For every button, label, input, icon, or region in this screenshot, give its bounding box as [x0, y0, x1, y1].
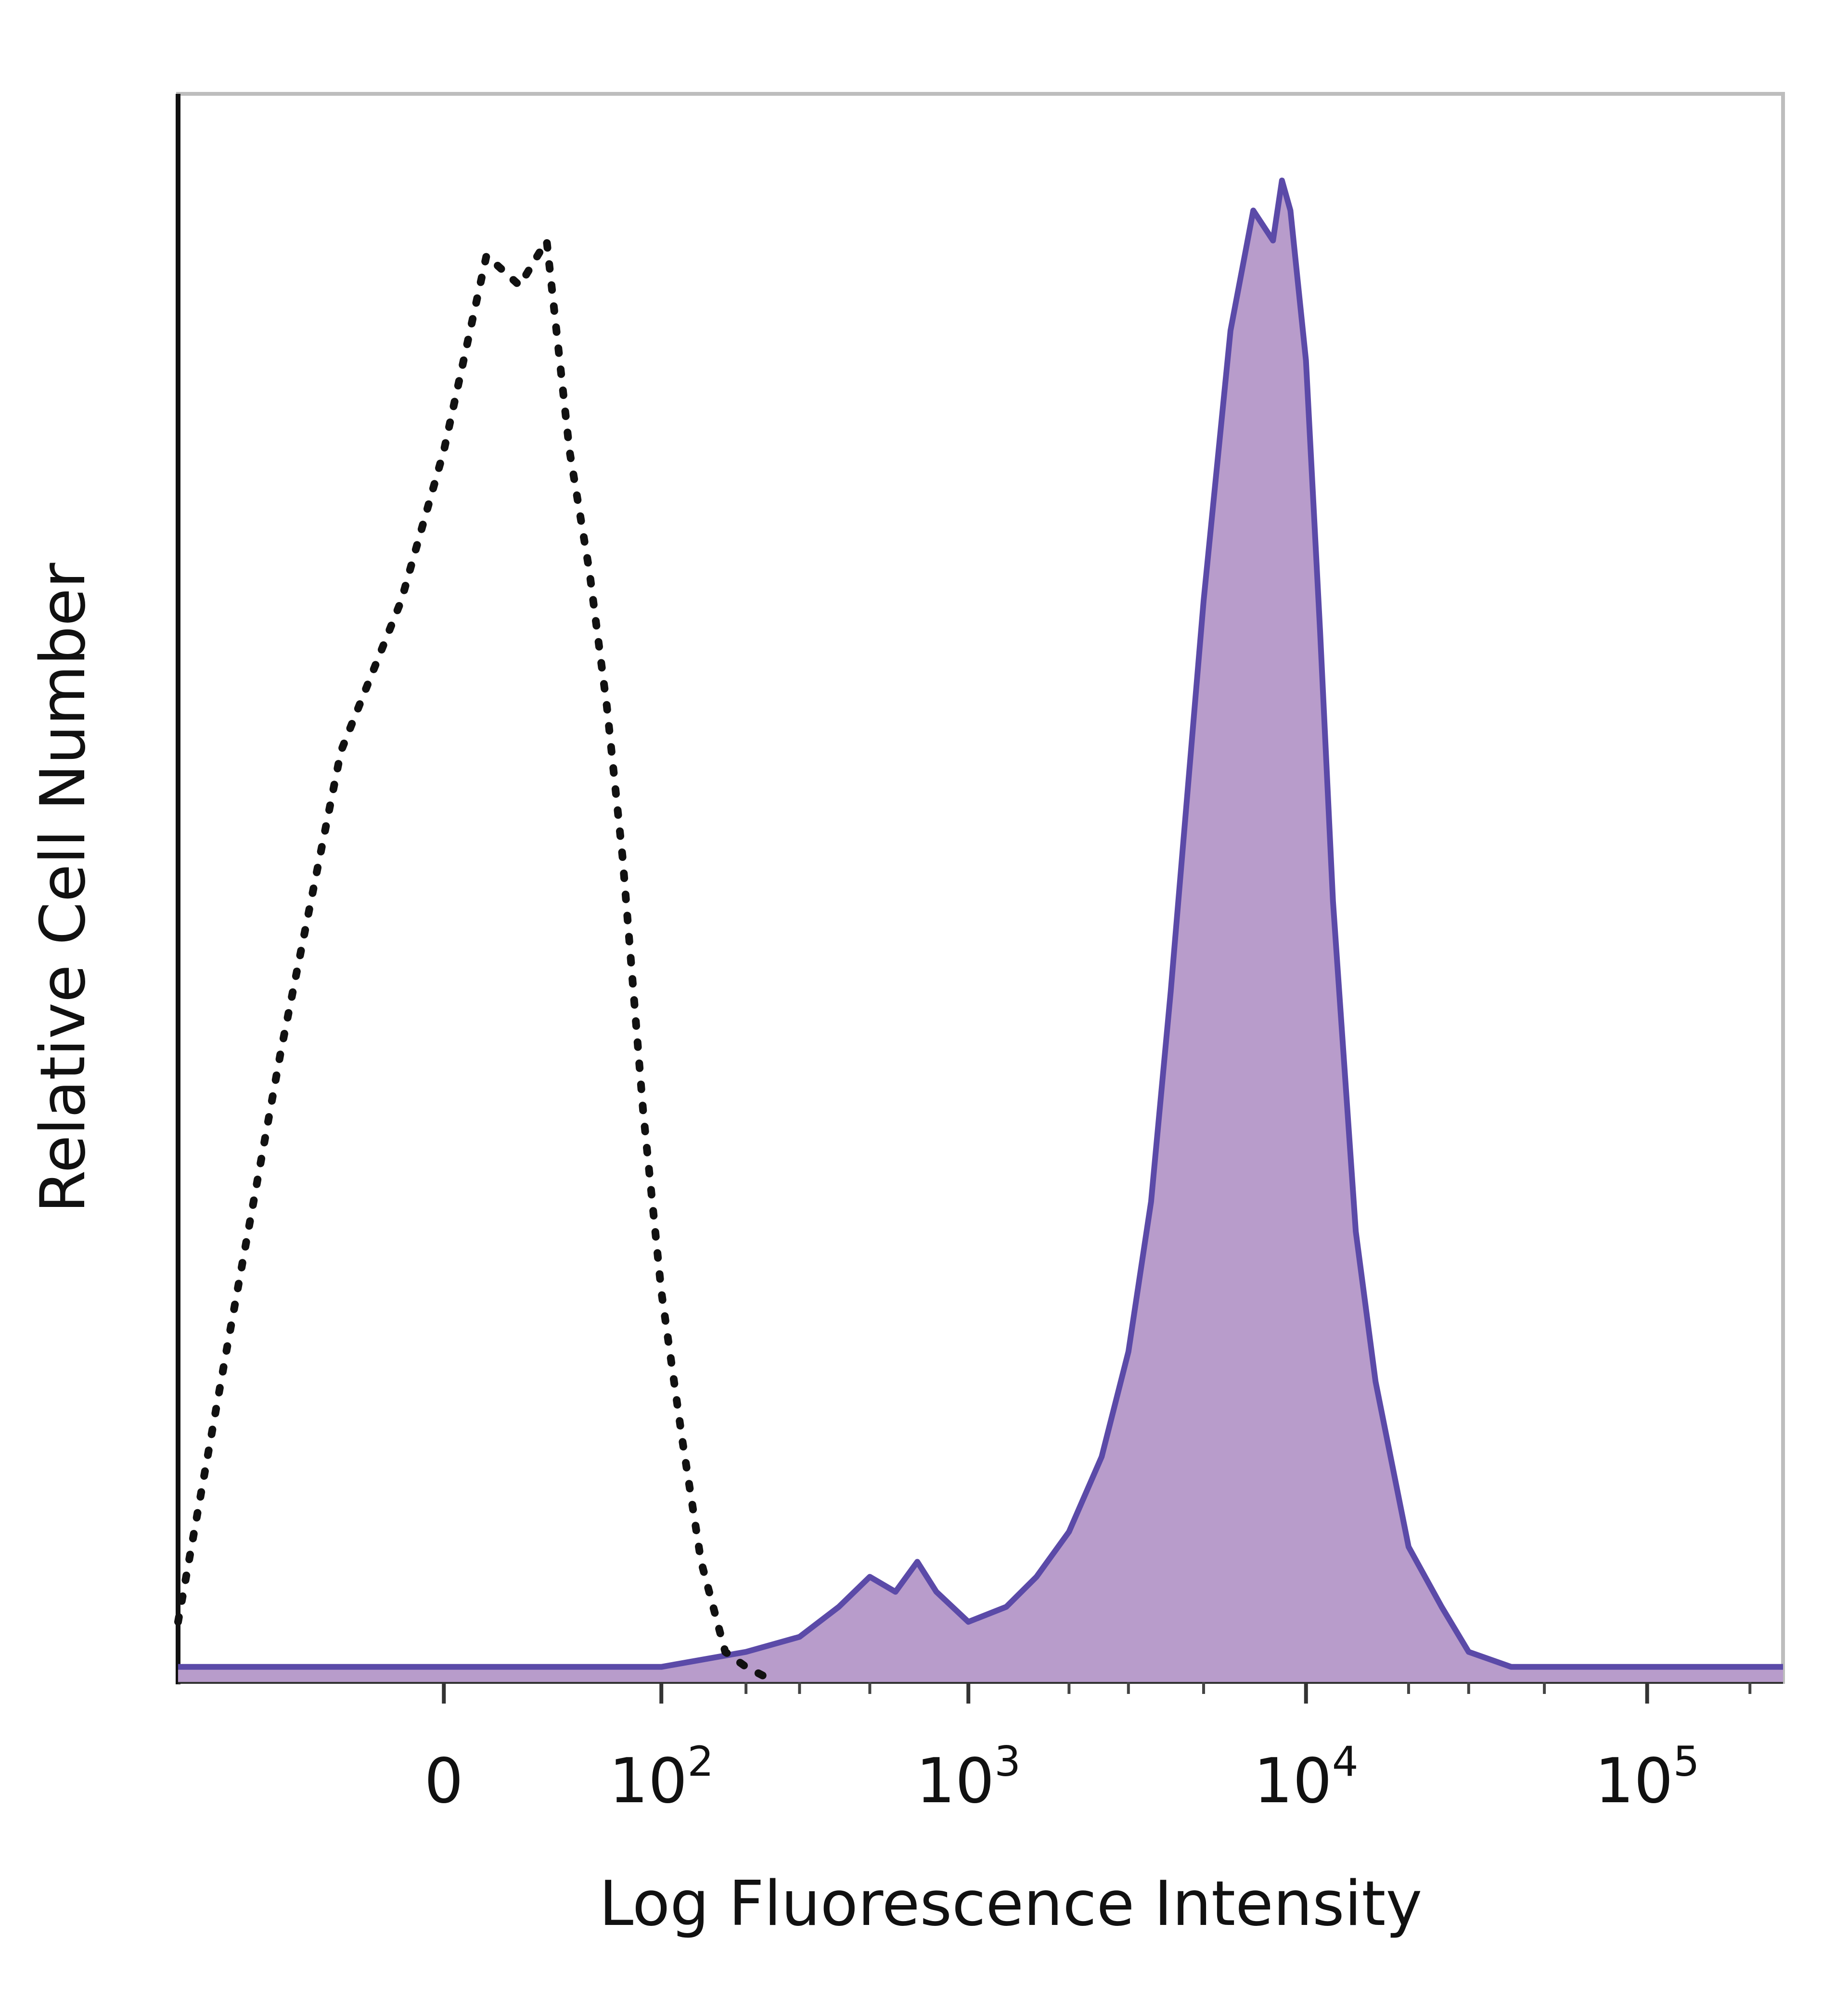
x-tick-label: 0	[424, 1745, 463, 1817]
stained-histogram-line	[178, 178, 1783, 1670]
x-tick-label: 105	[1595, 1738, 1700, 1817]
control-histogram-line	[174, 236, 779, 1686]
x-tick-label: 102	[609, 1738, 714, 1817]
series-layer	[174, 178, 1783, 1686]
plot-frame	[176, 92, 1785, 1684]
y-axis-title: Relative Cell Number	[27, 563, 99, 1213]
x-tick-label: 103	[916, 1738, 1021, 1817]
stained-histogram-fill	[178, 180, 1783, 1682]
x-ticks: 0 102 103 104 105	[424, 1682, 1752, 1817]
x-axis-title: Log Fluorescence Intensity	[599, 1868, 1422, 1940]
x-tick-label: 104	[1254, 1738, 1359, 1817]
